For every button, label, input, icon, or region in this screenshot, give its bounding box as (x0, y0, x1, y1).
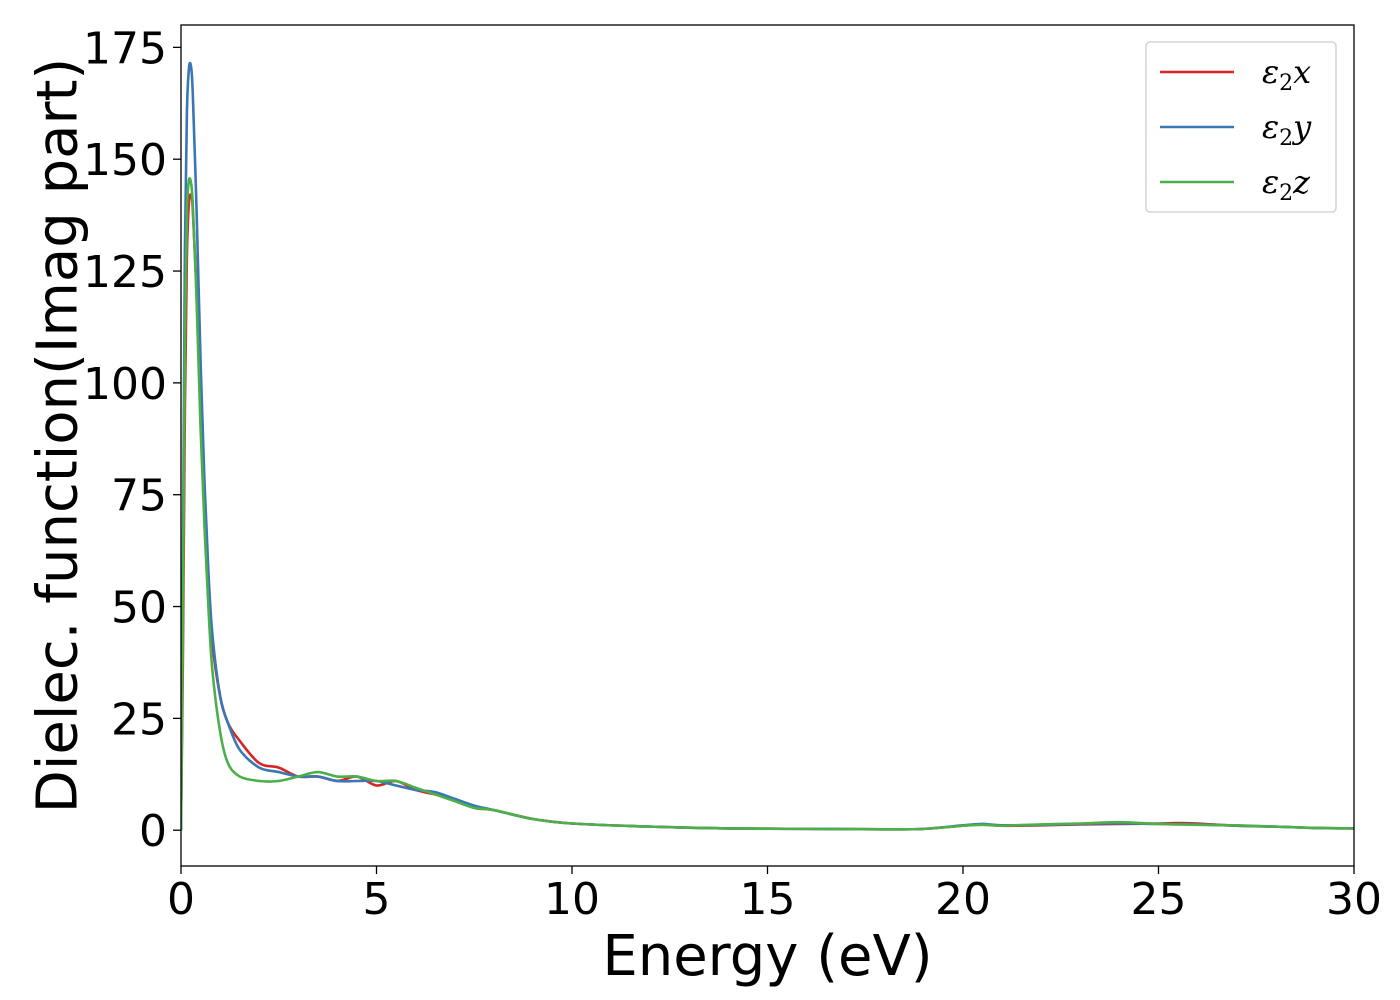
legend-label-subscript: 2 (1279, 181, 1293, 206)
legend-box (1145, 41, 1337, 213)
legend-label-base: ε (1262, 108, 1279, 146)
y-tick-label-100: 100 (83, 359, 167, 410)
y-tick-label-0: 0 (139, 806, 167, 857)
y-tick-label-150: 150 (83, 135, 167, 186)
legend-label-variable: z (1292, 163, 1311, 201)
y-tick-label-175: 175 (83, 23, 167, 74)
legend-label-y: ε2y (1262, 108, 1312, 151)
legend-label-subscript: 2 (1279, 71, 1293, 96)
y-tick-label-75: 75 (111, 471, 167, 522)
x-tick-label-20: 20 (935, 874, 991, 925)
y-axis-title: Dielec. function(Imag part) (26, 58, 91, 814)
series-line-x (181, 193, 1354, 831)
x-tick-label-10: 10 (544, 874, 600, 925)
x-tick-label-0: 0 (167, 874, 195, 925)
legend-label-variable: y (1291, 108, 1312, 146)
y-tick-label-50: 50 (111, 583, 167, 634)
y-tick-label-25: 25 (111, 694, 167, 745)
legend-label-base: ε (1262, 163, 1279, 201)
legend-label-x: ε2x (1262, 53, 1311, 96)
x-tick-label-15: 15 (740, 874, 796, 925)
axes-layer: 0 5 10 15 20 25 30 0 25 50 75 100 125 150 175 (83, 23, 1382, 925)
x-axis-title: Energy (eV) (602, 924, 932, 989)
legend-label-variable: x (1293, 53, 1311, 91)
series-layer (181, 61, 1354, 831)
legend-label-z: ε2z (1262, 163, 1311, 206)
x-tick-label-30: 30 (1326, 874, 1382, 925)
x-tick-label-25: 25 (1131, 874, 1187, 925)
x-tick-label-5: 5 (363, 874, 391, 925)
series-line-z (181, 177, 1354, 831)
legend-label-subscript: 2 (1279, 126, 1293, 151)
legend-label-base: ε (1262, 53, 1279, 91)
y-tick-label-125: 125 (83, 247, 167, 298)
